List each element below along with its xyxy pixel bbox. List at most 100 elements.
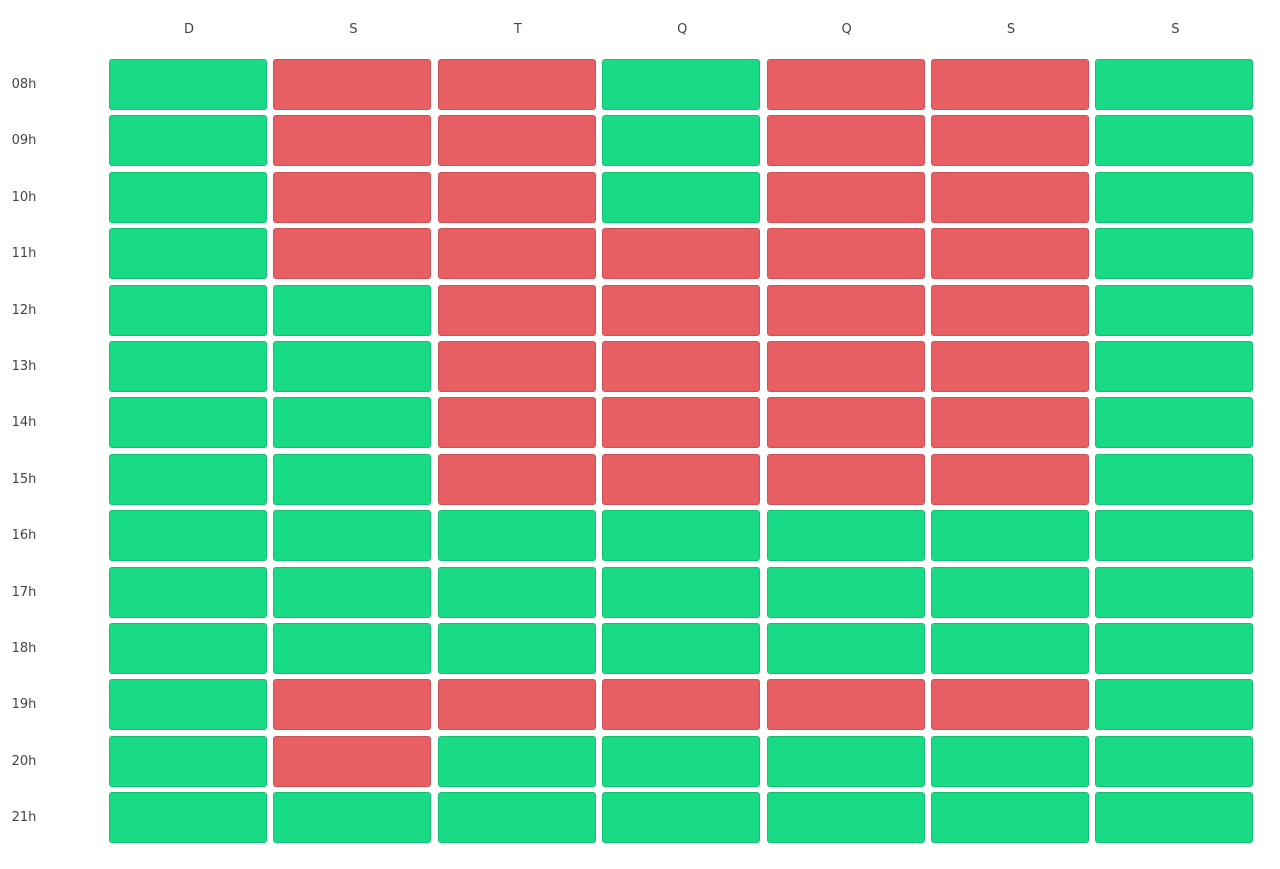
slot-cell-available[interactable] [766,735,925,787]
slot-cell-available[interactable] [109,792,267,844]
slot-cell-available[interactable] [109,115,267,167]
slot-cell-available[interactable] [1095,679,1254,731]
slot-cell-available[interactable] [273,284,432,336]
slot-cell-busy[interactable] [766,453,925,505]
slot-cell-busy[interactable] [931,679,1089,731]
slot-cell-available[interactable] [1095,228,1254,280]
slot-cell-available[interactable] [109,679,267,731]
slot-cell-busy[interactable] [437,679,596,731]
slot-cell-busy[interactable] [931,228,1089,280]
slot-cell-available[interactable] [931,510,1089,562]
slot-cell-busy[interactable] [273,679,432,731]
slot-cell-available[interactable] [602,735,761,787]
slot-cell-available[interactable] [931,735,1089,787]
slot-cell-available[interactable] [602,792,761,844]
slot-cell-available[interactable] [109,59,267,110]
slot-cell-available[interactable] [437,623,596,674]
slot-cell-available[interactable] [1095,284,1254,336]
slot-cell-available[interactable] [1095,115,1254,167]
slot-cell-busy[interactable] [437,397,596,449]
slot-cell-available[interactable] [273,623,432,674]
slot-cell-busy[interactable] [273,228,432,280]
slot-cell-available[interactable] [109,510,267,562]
slot-cell-available[interactable] [109,171,267,223]
slot-cell-available[interactable] [109,623,267,674]
slot-cell-available[interactable] [766,510,925,562]
slot-cell-available[interactable] [437,566,596,618]
slot-cell-busy[interactable] [437,228,596,280]
slot-cell-busy[interactable] [602,284,761,336]
slot-cell-available[interactable] [273,341,432,392]
slot-cell-available[interactable] [602,566,761,618]
slot-cell-busy[interactable] [602,679,761,731]
slot-cell-available[interactable] [1095,792,1254,844]
slot-cell-available[interactable] [602,171,761,223]
slot-cell-available[interactable] [109,735,267,787]
slot-cell-available[interactable] [602,59,761,110]
slot-cell-available[interactable] [1095,341,1254,392]
hour-label: 09h [11,133,37,149]
slot-cell-available[interactable] [109,397,267,449]
slot-cell-available[interactable] [273,566,432,618]
slot-cell-available[interactable] [1095,59,1254,110]
slot-cell-available[interactable] [1095,510,1254,562]
slot-cell-available[interactable] [109,284,267,336]
slot-cell-available[interactable] [109,341,267,392]
slot-cell-busy[interactable] [766,115,925,167]
slot-cell-available[interactable] [273,397,432,449]
slot-cell-available[interactable] [602,115,761,167]
slot-cell-busy[interactable] [437,115,596,167]
slot-cell-available[interactable] [437,735,596,787]
slot-cell-busy[interactable] [931,284,1089,336]
slot-cell-available[interactable] [109,566,267,618]
slot-cell-available[interactable] [766,623,925,674]
slot-cell-busy[interactable] [766,228,925,280]
slot-cell-available[interactable] [273,453,432,505]
slot-cell-busy[interactable] [766,284,925,336]
slot-cell-busy[interactable] [931,341,1089,392]
slot-cell-busy[interactable] [437,453,596,505]
slot-cell-busy[interactable] [602,228,761,280]
slot-cell-busy[interactable] [766,397,925,449]
slot-cell-busy[interactable] [766,59,925,110]
slot-cell-busy[interactable] [273,171,432,223]
slot-cell-busy[interactable] [931,115,1089,167]
slot-cell-busy[interactable] [273,735,432,787]
slot-cell-busy[interactable] [437,341,596,392]
slot-cell-available[interactable] [1095,735,1254,787]
slot-cell-available[interactable] [931,792,1089,844]
slot-cell-available[interactable] [766,566,925,618]
slot-cell-busy[interactable] [931,453,1089,505]
slot-cell-available[interactable] [437,510,596,562]
hour-label: 13h [11,359,37,374]
slot-cell-available[interactable] [273,792,432,844]
slot-cell-busy[interactable] [602,397,761,449]
slot-cell-available[interactable] [437,792,596,844]
slot-cell-busy[interactable] [437,59,596,110]
slot-cell-available[interactable] [602,623,761,674]
slot-cell-available[interactable] [109,453,267,505]
slot-cell-available[interactable] [1095,453,1254,505]
slot-cell-busy[interactable] [931,59,1089,110]
slot-cell-available[interactable] [1095,566,1254,618]
slot-cell-available[interactable] [1095,623,1254,674]
slot-cell-available[interactable] [1095,171,1254,223]
slot-cell-busy[interactable] [437,284,596,336]
slot-cell-busy[interactable] [602,341,761,392]
slot-cell-busy[interactable] [931,171,1089,223]
slot-cell-busy[interactable] [437,171,596,223]
slot-cell-available[interactable] [1095,397,1254,449]
slot-cell-available[interactable] [273,510,432,562]
slot-cell-busy[interactable] [766,341,925,392]
slot-cell-available[interactable] [931,566,1089,618]
slot-cell-available[interactable] [931,623,1089,674]
slot-cell-busy[interactable] [273,115,432,167]
slot-cell-busy[interactable] [931,397,1089,449]
slot-cell-available[interactable] [109,228,267,280]
slot-cell-available[interactable] [602,510,761,562]
slot-cell-busy[interactable] [602,453,761,505]
slot-cell-busy[interactable] [766,679,925,731]
slot-cell-busy[interactable] [273,59,432,110]
slot-cell-available[interactable] [766,792,925,844]
slot-cell-busy[interactable] [766,171,925,223]
